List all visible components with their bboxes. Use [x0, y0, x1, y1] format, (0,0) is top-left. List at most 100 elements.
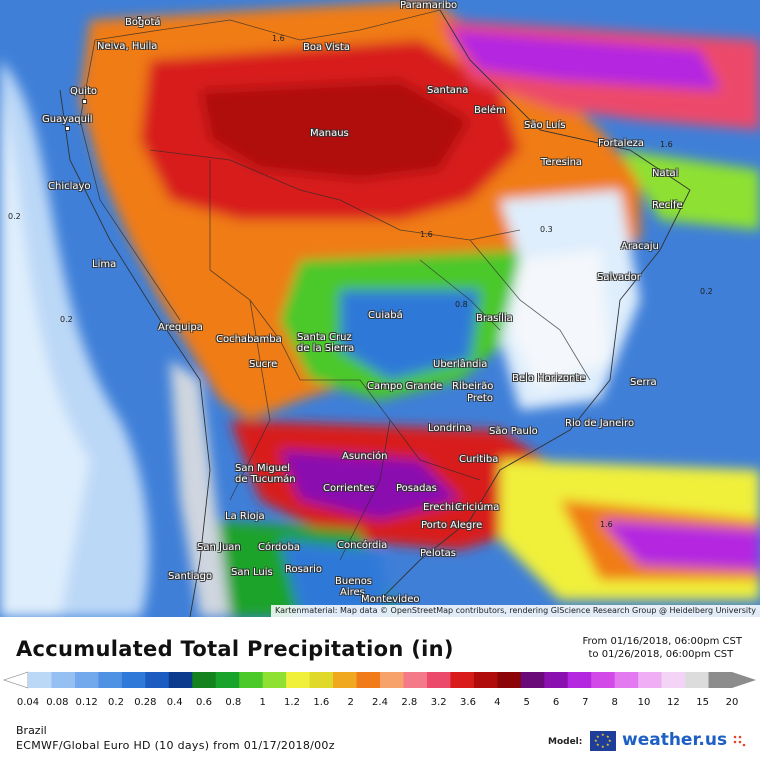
- precip-value-label: 0.2: [60, 315, 73, 324]
- city-label: Guayaquil: [42, 114, 93, 125]
- city-label: Belém: [474, 105, 506, 116]
- city-marker: [65, 126, 70, 131]
- city-label: Arequipa: [158, 322, 203, 333]
- colorbar-swatch: [309, 672, 334, 688]
- colorbar-swatch: [708, 672, 733, 688]
- colorbar-tick-label: 20: [725, 697, 739, 708]
- city-label: Erechim: [423, 502, 464, 513]
- precip-value-label: 1.6: [600, 520, 613, 529]
- colorbar-swatch: [262, 672, 287, 688]
- city-label: Sucre: [249, 359, 278, 370]
- colorbar-tick-label: 12: [666, 697, 680, 708]
- weather-us-logo[interactable]: weather.us: [622, 730, 728, 750]
- city-label: Serra: [630, 377, 657, 388]
- colorbar-tick-label: 8: [611, 697, 618, 708]
- city-label: São Luís: [524, 120, 566, 131]
- precipitation-map: 1.6 1.6 0.8 0.2 0.2 0.2 0.3 1.6 1.6 Para…: [0, 0, 760, 617]
- colorbar-swatch: [450, 672, 475, 688]
- colorbar-tick-label: 0.4: [166, 697, 183, 708]
- color-scale: [3, 671, 756, 689]
- colorbar-tick-label: 0.12: [75, 697, 98, 708]
- city-label: Cochabamba: [216, 334, 282, 345]
- precip-value-label: 0.2: [8, 212, 21, 221]
- colorbar-tick-label: 3.2: [430, 697, 447, 708]
- colorbar-tick-label: 5: [523, 697, 530, 708]
- colorbar-swatch: [426, 672, 451, 688]
- city-label: Aires: [340, 587, 365, 598]
- city-label: Uberlândia: [433, 359, 488, 370]
- colorbar-tick-label: 3.6: [460, 697, 476, 708]
- city-label: Criciúma: [455, 502, 500, 513]
- colorbar-tick-label: 0.28: [134, 697, 157, 708]
- city-label: Montevideo: [361, 594, 420, 605]
- colorbar-tick-label: 2.8: [401, 697, 418, 708]
- colorbar-tick-label: 1: [259, 697, 266, 708]
- colorbar-min-arrow: [3, 671, 29, 689]
- precip-value-label: 1.6: [660, 140, 673, 149]
- city-label: Teresina: [541, 157, 583, 168]
- colorbar-swatch: [380, 672, 404, 688]
- city-label: Porto Alegre: [421, 520, 483, 531]
- city-label: Campo Grande: [367, 381, 443, 392]
- city-label: Bogotá: [125, 17, 161, 28]
- city-label: Santana: [427, 85, 469, 96]
- city-label: Fortaleza: [598, 138, 644, 149]
- colorbar-tick-label: 1.2: [284, 697, 300, 708]
- city-label: Asunción: [342, 451, 388, 462]
- colorbar-tick-label: 0.2: [108, 697, 124, 708]
- city-label: Preto: [467, 393, 493, 404]
- model-label: Model:: [548, 737, 583, 747]
- map-title: Accumulated Total Precipitation (in): [16, 637, 454, 661]
- city-label: Santiago: [168, 571, 213, 582]
- precipitation-field: [0, 0, 760, 617]
- colorbar-swatch: [74, 672, 99, 688]
- city-label: Pelotas: [420, 548, 456, 559]
- colorbar-max-arrow: [732, 672, 756, 688]
- colorbar-swatch: [168, 672, 193, 688]
- city-label: Boa Vista: [303, 42, 350, 53]
- colorbar-tick-label: 0.8: [225, 697, 242, 708]
- city-label: de Tucumán: [235, 474, 296, 485]
- colorbar-tick-label: 4: [494, 697, 501, 708]
- map-attribution: Kartenmaterial: Map data © OpenStreetMap…: [270, 605, 760, 617]
- city-label: Salvador: [597, 272, 641, 283]
- date-range: From 01/16/2018, 06:00pm CST to 01/26/20…: [583, 635, 742, 661]
- city-label: Córdoba: [258, 542, 300, 553]
- model-run-label: ECMWF/Global Euro HD (10 days) from 01/1…: [16, 739, 335, 752]
- colorbar-swatch: [520, 672, 545, 688]
- region-label: Brazil: [16, 724, 47, 737]
- colorbar-tick-label: 2.4: [372, 697, 388, 708]
- city-label: Santa Cruz: [297, 332, 352, 343]
- colorbar-swatch: [356, 672, 381, 688]
- colorbar-swatch: [239, 672, 264, 688]
- colorbar-swatch: [98, 672, 123, 688]
- date-to: to 01/26/2018, 06:00pm CST: [588, 649, 734, 660]
- colorbar-swatch: [544, 672, 569, 688]
- colorbar-tick-label: 10: [637, 697, 651, 708]
- colorbar-tick-label: 0.08: [46, 697, 69, 708]
- city-label: Recife: [652, 200, 683, 211]
- city-label: Concórdia: [337, 540, 388, 551]
- precip-value-label: 0.8: [455, 300, 468, 309]
- brand-dots-icon: [733, 735, 746, 747]
- colorbar-swatch: [28, 672, 52, 688]
- city-label: Buenos: [335, 576, 373, 587]
- colorbar-swatch: [567, 672, 592, 688]
- city-label: Rosario: [285, 564, 322, 575]
- precip-value-label: 0.3: [540, 225, 553, 234]
- city-label: La Rioja: [225, 511, 265, 522]
- precip-value-label: 0.2: [700, 287, 713, 296]
- city-label: Belo Horizonte: [512, 373, 586, 384]
- precip-value-label: 1.6: [272, 34, 285, 43]
- colorbar-swatch: [473, 672, 498, 688]
- city-label: Manaus: [310, 128, 349, 139]
- colorbar-swatch: [497, 672, 522, 688]
- colorbar-tick-label: 1.6: [313, 697, 330, 708]
- colorbar-swatch: [121, 672, 146, 688]
- colorbar-tick-label: 0.04: [16, 697, 40, 708]
- city-label: Paramaribo: [400, 0, 458, 11]
- city-label: Natal: [652, 168, 679, 179]
- city-label: Quito: [70, 86, 98, 97]
- city-label: Londrina: [428, 423, 472, 434]
- city-label: de la Sierra: [297, 343, 355, 354]
